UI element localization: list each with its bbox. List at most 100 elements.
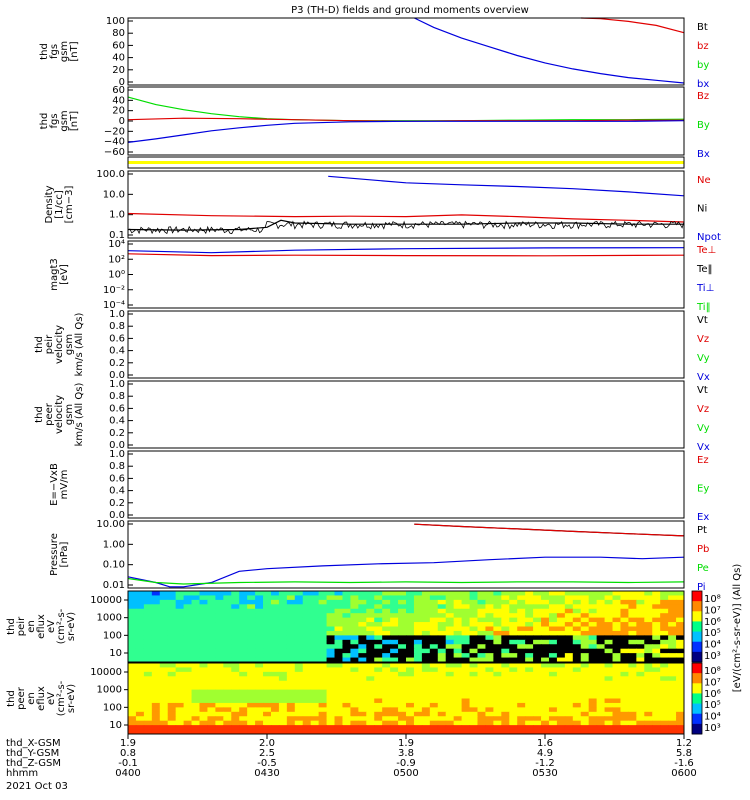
spectrogram-cell	[342, 635, 351, 641]
spectrogram-cell	[564, 685, 574, 691]
spectrogram-cell	[413, 599, 423, 605]
spectrogram-cell	[239, 720, 248, 726]
spectrogram-cell	[366, 680, 375, 686]
spectrogram-cell	[128, 725, 137, 731]
spectrogram-cell	[469, 725, 478, 731]
spectrogram-cell	[183, 707, 193, 713]
spectrogram-cell	[374, 608, 383, 614]
spectrogram-cell	[390, 626, 399, 632]
spectrogram-cell	[652, 591, 661, 596]
spectrogram-cell	[350, 599, 359, 605]
spectrogram-cell	[429, 608, 439, 614]
spectrogram-cell	[390, 707, 399, 713]
spectrogram-cell	[453, 711, 463, 717]
spectrogram-cell	[676, 591, 685, 596]
spectrogram-cell	[342, 707, 351, 713]
spectrogram-cell	[350, 707, 359, 713]
spectrogram-cell	[199, 599, 208, 605]
spectrogram-cell	[676, 685, 685, 691]
spectrogram-cell	[652, 680, 661, 686]
spectrogram-cell	[278, 626, 288, 632]
spectrogram-cell	[159, 694, 169, 699]
spectrogram-cell	[366, 648, 375, 654]
spectrogram-cell	[421, 591, 431, 596]
spectrogram-cell	[437, 667, 447, 673]
spectrogram-cell	[294, 707, 304, 713]
spectrogram-cell	[326, 698, 336, 704]
panel-frame	[127, 590, 685, 663]
spectrogram-cell	[461, 725, 471, 731]
spectrogram-cell	[167, 613, 177, 619]
spectrogram-cell	[302, 657, 312, 663]
colorbar-segment	[692, 621, 702, 633]
spectrogram-cell	[199, 663, 208, 668]
spectrogram-cell	[183, 676, 193, 682]
spectrogram-cell	[461, 591, 471, 596]
y-axis-label: [1/cc]	[54, 190, 65, 219]
spectrogram-cell	[159, 689, 169, 695]
spectrogram-cell	[286, 676, 296, 682]
spectrogram-cell	[509, 653, 518, 659]
spectrogram-cell	[660, 725, 669, 731]
spectrogram-cell	[278, 591, 288, 596]
spectrogram-cell	[572, 626, 582, 632]
spectrogram-cell	[668, 716, 677, 722]
spectrogram-cell	[548, 599, 558, 605]
spectrogram-cell	[668, 725, 677, 731]
spectrogram-cell	[255, 694, 264, 699]
spectrogram-cell	[644, 694, 653, 699]
spectrogram-cell	[223, 685, 232, 691]
spectrogram-cell	[374, 622, 383, 627]
spectrogram-cell	[151, 716, 161, 722]
spectrogram-cell	[294, 622, 304, 627]
spectrogram-cell	[588, 599, 598, 605]
spectrogram-cell	[445, 685, 455, 691]
spectrogram-cell	[636, 702, 645, 708]
spectrogram-cell	[278, 685, 288, 691]
spectrogram-cell	[429, 676, 439, 682]
spectrogram-cell	[406, 680, 415, 686]
spectrogram-cell	[429, 595, 439, 601]
spectrogram-cell	[564, 648, 574, 654]
spectrogram-cell	[326, 689, 336, 695]
spectrogram-cell	[437, 711, 447, 717]
spectrogram-cell	[493, 680, 502, 686]
spectrogram-cell	[382, 608, 391, 614]
spectrogram-cell	[247, 663, 256, 668]
spectrogram-cell	[437, 725, 447, 731]
spectrogram-cell	[294, 599, 304, 605]
spectrogram-cell	[366, 671, 375, 677]
spectrogram-cell	[286, 630, 296, 636]
spectrogram-cell	[548, 671, 558, 677]
legend-entry: Ey	[697, 484, 709, 495]
spectrogram-cell	[294, 725, 304, 731]
spectrogram-cell	[652, 617, 661, 623]
spectrogram-cell	[453, 626, 463, 632]
spectrogram-cell	[374, 613, 383, 619]
spectrogram-cell	[223, 635, 232, 641]
spectrogram-cell	[199, 689, 208, 695]
spectrogram-cell	[326, 667, 336, 673]
spectrogram-cell	[636, 676, 645, 682]
spectrogram-cell	[183, 591, 193, 596]
spectrogram-cell	[421, 689, 431, 695]
spectrogram-cell	[270, 644, 280, 650]
spectrogram-cell	[453, 707, 463, 713]
spectrogram-cell	[461, 657, 471, 663]
spectrogram-cell	[175, 613, 185, 619]
spectrogram-cell	[143, 648, 153, 654]
spectrogram-cell	[247, 707, 256, 713]
spectrogram-cell	[461, 653, 471, 659]
spectrogram-cell	[525, 694, 534, 699]
y-tick-label: 10⁻⁴	[103, 300, 125, 311]
y-axis-label: velocity	[54, 325, 65, 364]
spectrogram-cell	[128, 671, 137, 677]
y-tick-label: 10000	[90, 595, 122, 606]
x-tick-label: 0400	[115, 768, 140, 779]
spectrogram-cell	[445, 608, 455, 614]
spectrogram-cell	[151, 595, 161, 601]
spectrogram-cell	[612, 635, 621, 641]
spectrogram-cell	[231, 599, 240, 605]
spectrogram-cell	[286, 720, 296, 726]
